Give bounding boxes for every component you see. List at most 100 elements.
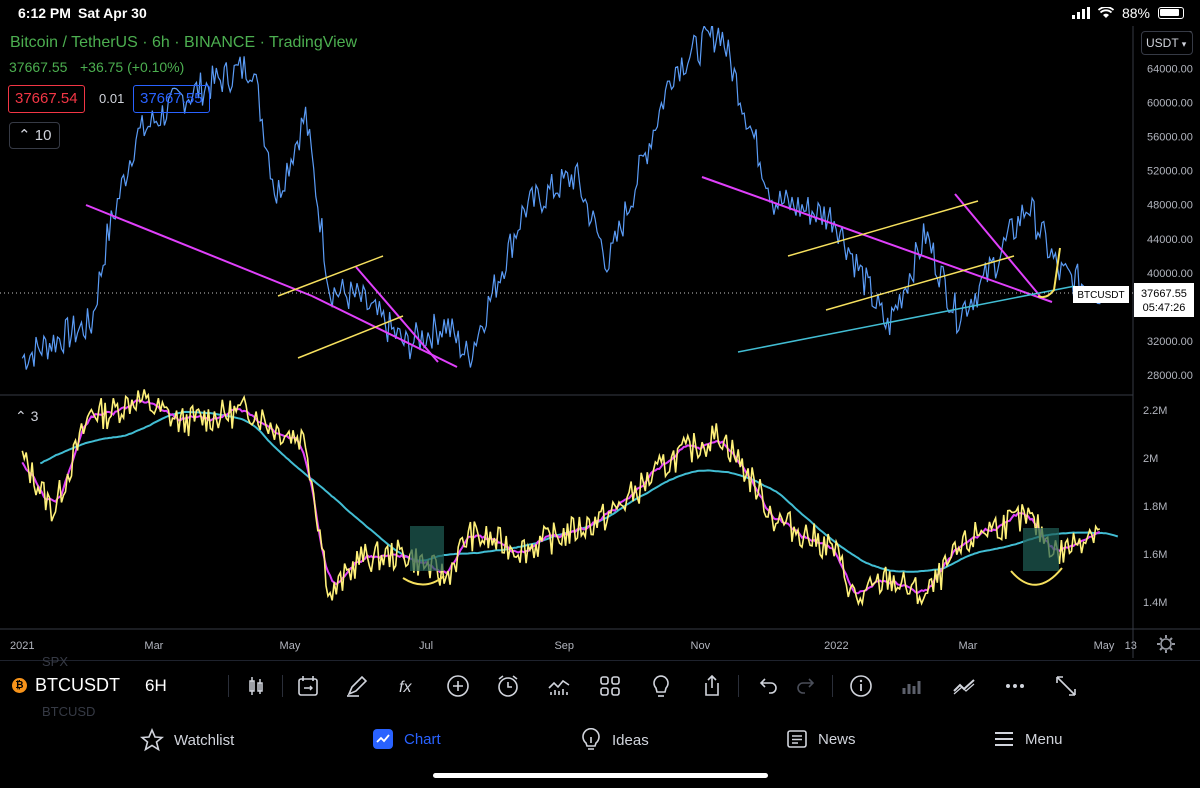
volume-tick-label: 2M <box>1143 453 1158 465</box>
chart-legend-title[interactable]: Bitcoin / TetherUS · 6h · BINANCE · Trad… <box>10 34 358 51</box>
last-price-countdown: 05:47:26 <box>1143 302 1186 314</box>
time-tick-label: Mar <box>958 640 977 652</box>
smile-curve-2[interactable] <box>1010 567 1063 586</box>
channel-lower-1[interactable] <box>297 315 404 359</box>
highlight-box-2[interactable] <box>1023 528 1059 571</box>
price-tick-label: 60000.00 <box>1147 98 1193 110</box>
battery-icon <box>1158 7 1184 19</box>
info-icon[interactable] <box>847 672 875 700</box>
price-axis[interactable]: 68000.0064000.0060000.0056000.0052000.00… <box>1147 30 1193 382</box>
tab-watchlist[interactable]: Watchlist <box>140 728 234 752</box>
formula-icon[interactable]: fx <box>393 672 421 700</box>
status-bar: 6:12 PM Sat Apr 30 88% <box>0 0 1200 26</box>
bars-icon[interactable] <box>898 672 926 700</box>
buy-button[interactable]: 37667.55 <box>133 85 210 113</box>
watchlist-ghost-item[interactable]: BTCUSD <box>42 704 96 719</box>
tab-ideas[interactable]: Ideas <box>580 728 649 752</box>
support-line[interactable] <box>737 285 1076 353</box>
chevron-up-icon: ⌃ <box>15 408 27 424</box>
projection-arrow[interactable] <box>1037 247 1061 299</box>
chart-area[interactable]: 68000.0064000.0060000.0056000.0052000.00… <box>0 22 1200 659</box>
volume-tick-label: 1.4M <box>1143 597 1167 609</box>
indicator-count: 10 <box>34 127 52 144</box>
interval-button[interactable]: 6H <box>145 676 167 695</box>
volume-tick-label: 2.2M <box>1143 405 1167 417</box>
lightbulb-icon <box>582 728 600 750</box>
redo-icon[interactable] <box>793 672 821 700</box>
chevron-up-icon: ⌃ <box>18 127 31 144</box>
undo-icon[interactable] <box>753 672 781 700</box>
tab-menu[interactable]: Menu <box>993 728 1063 750</box>
spread-value: 0.01 <box>99 91 125 106</box>
time-tick-label: Jul <box>419 640 433 652</box>
time-tick-label: 2021 <box>10 640 34 652</box>
add-icon[interactable] <box>444 672 472 700</box>
idea-icon[interactable] <box>647 672 675 700</box>
price-tick-label: 28000.00 <box>1147 370 1193 382</box>
trendline-2[interactable] <box>311 295 458 368</box>
trend-icon[interactable] <box>950 672 978 700</box>
toolbar-divider <box>282 675 283 697</box>
compare-icon[interactable] <box>294 672 322 700</box>
toolbar-divider <box>228 675 229 697</box>
fullscreen-icon[interactable] <box>1052 672 1080 700</box>
price-series <box>21 22 1103 370</box>
chart-settings-icon[interactable] <box>1157 635 1175 653</box>
volume-line <box>21 389 1101 607</box>
currency-label: USDT <box>1146 36 1179 50</box>
sub-pane-collapse-button[interactable]: ⌃ 3 <box>9 404 44 428</box>
draw-icon[interactable] <box>343 672 371 700</box>
trendline-3[interactable] <box>355 266 439 363</box>
symbol-tag <box>1073 286 1129 303</box>
symbol-label: BTCUSDT <box>35 675 120 695</box>
tab-label: News <box>818 730 856 748</box>
sell-button[interactable]: 37667.54 <box>8 85 85 113</box>
time-tick-label: Nov <box>691 640 711 652</box>
last-price-tag <box>1134 283 1194 317</box>
symbol-search-button[interactable]: ₿ BTCUSDT <box>12 675 120 696</box>
share-icon[interactable] <box>698 672 726 700</box>
trendline-1[interactable] <box>85 204 313 297</box>
tab-news[interactable]: News <box>786 728 856 750</box>
smile-curve-1[interactable] <box>402 575 445 586</box>
bottom-toolbar <box>0 660 1200 714</box>
price-tick-label: 52000.00 <box>1147 166 1193 178</box>
toolbar-divider <box>738 675 739 697</box>
tab-chart[interactable]: Chart <box>372 728 441 750</box>
trendline-4[interactable] <box>701 176 1053 303</box>
home-indicator <box>433 773 768 778</box>
price-tick-label: 48000.00 <box>1147 200 1193 212</box>
last-price-tag-value: 37667.55 <box>1141 288 1187 300</box>
alarm-icon[interactable] <box>494 672 522 700</box>
trendline-5[interactable] <box>954 193 1041 297</box>
channel-upper-1[interactable] <box>277 255 384 297</box>
time-tick-label: 2022 <box>824 640 848 652</box>
indicators-collapse-button[interactable]: ⌃ 10 <box>9 122 61 149</box>
watchlist-ghost-item[interactable]: SPX <box>42 654 69 669</box>
news-icon <box>787 730 807 748</box>
status-date: Sat Apr 30 <box>78 5 147 21</box>
chart-canvas[interactable]: 68000.0064000.0060000.0056000.0052000.00… <box>0 22 1200 659</box>
currency-select[interactable]: USDT ▾ <box>1141 31 1193 55</box>
volume-axis[interactable]: 2.2M 2M 1.8M 1.6M 1.4M <box>1143 405 1167 609</box>
volume-tick-label: 1.8M <box>1143 501 1167 513</box>
highlight-box-1[interactable] <box>410 526 444 571</box>
channel-upper-2[interactable] <box>787 200 979 257</box>
chart-icon <box>373 729 393 749</box>
more-icon[interactable] <box>1001 672 1029 700</box>
price-tick-label: 44000.00 <box>1147 234 1193 246</box>
price-line <box>21 22 1103 370</box>
tab-label: Chart <box>404 730 441 748</box>
status-indicators: 88% <box>1071 5 1184 21</box>
price-tick-label: 40000.00 <box>1147 268 1193 280</box>
chevron-down-icon: ▾ <box>1181 39 1187 49</box>
indicators-icon[interactable] <box>545 672 573 700</box>
legend-last-price: 37667.55 <box>9 59 68 75</box>
price-tick-label: 56000.00 <box>1147 132 1193 144</box>
price-tick-label: 32000.00 <box>1147 336 1193 348</box>
channel-lower-2[interactable] <box>825 255 1015 311</box>
time-axis[interactable]: 2021 Mar May Jul Sep Nov 2022 Mar May 13 <box>10 640 1137 652</box>
candles-icon[interactable] <box>242 672 270 700</box>
wifi-icon <box>1097 7 1114 18</box>
layout-icon[interactable] <box>596 672 624 700</box>
